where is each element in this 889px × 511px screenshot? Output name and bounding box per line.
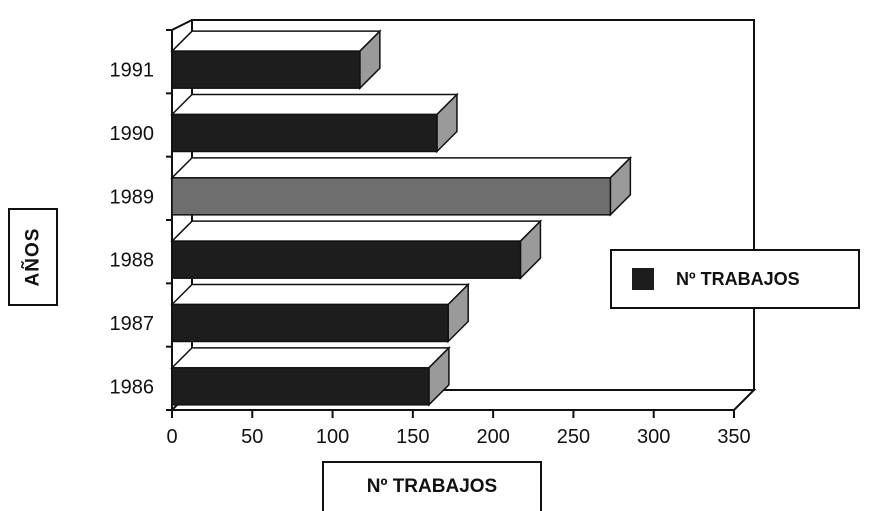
bar-top-1986 <box>170 347 451 369</box>
x-tick-label-350: 350 <box>717 426 750 448</box>
y-axis-title-text: AÑOS <box>22 227 43 287</box>
legend-swatch <box>632 268 654 290</box>
legend: Nº TRABAJOS <box>610 249 860 309</box>
bar-1986 <box>171 367 430 406</box>
bar-top-1987 <box>170 283 470 306</box>
x-tick-label-300: 300 <box>637 426 670 448</box>
x-tick-label-100: 100 <box>316 426 349 448</box>
y-axis-ticks: 1986 1987 1988 1989 1990 1991 <box>110 29 172 411</box>
bar-top-1989 <box>170 157 633 179</box>
x-tick-label-250: 250 <box>557 426 590 448</box>
bar-1991 <box>171 50 361 89</box>
bars <box>170 29 633 407</box>
bar-1988 <box>171 240 522 279</box>
x-tick-label-0: 0 <box>166 426 177 448</box>
y-tick-label-1986: 1986 <box>110 376 155 398</box>
bar-top-1990 <box>170 93 459 116</box>
x-tick-label-50: 50 <box>241 426 263 448</box>
bar-1987 <box>171 303 449 343</box>
bar-top-1991 <box>170 30 382 52</box>
y-tick-label-1991: 1991 <box>110 60 155 82</box>
y-tick-label-1990: 1990 <box>110 123 155 145</box>
y-tick-label-1989: 1989 <box>110 186 155 208</box>
bar-1989 <box>171 177 612 216</box>
bar-top-1988 <box>170 220 543 242</box>
x-tick-label-150: 150 <box>396 426 429 448</box>
y-tick-label-1988: 1988 <box>110 250 155 272</box>
bar-1990 <box>171 113 438 153</box>
y-tick-label-1987: 1987 <box>110 313 155 335</box>
legend-label: Nº TRABAJOS <box>676 268 800 289</box>
x-axis-title: Nº TRABAJOS <box>322 461 542 511</box>
x-axis-ticks: 0 50 100 150 200 250 300 350 <box>166 410 751 448</box>
x-tick-label-200: 200 <box>476 426 509 448</box>
y-axis-title: AÑOS <box>8 208 58 306</box>
